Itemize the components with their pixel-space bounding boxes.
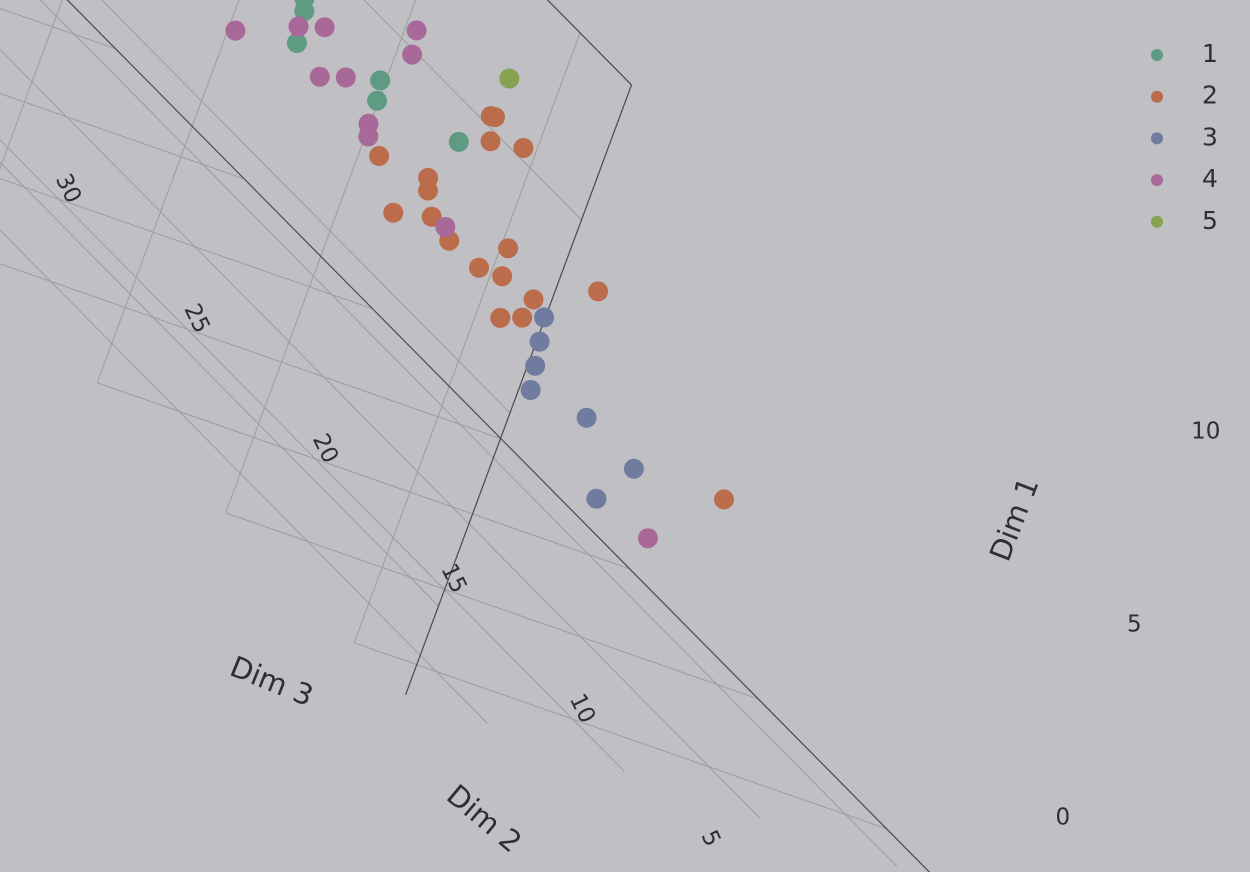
- data-point-series-4[interactable]: [335, 67, 356, 88]
- dim3-axis-title: Dim 3: [225, 649, 318, 713]
- data-point-series-3[interactable]: [623, 458, 644, 479]
- dim2-tick-label: 25: [178, 300, 214, 338]
- gridline-dim1: [101, 0, 511, 414]
- data-point-series-2[interactable]: [490, 307, 511, 328]
- dim1-tick-label: 10: [1191, 419, 1220, 445]
- legend-label: 3: [1202, 122, 1218, 151]
- legend-label: 4: [1202, 164, 1218, 193]
- data-point-series-2[interactable]: [523, 289, 544, 310]
- gridline-dim2: [0, 0, 63, 170]
- dim2-tick-label: 15: [435, 560, 471, 598]
- data-point-series-1[interactable]: [448, 131, 469, 152]
- legend-item-2[interactable]: 2: [1151, 81, 1218, 110]
- box-edge: [405, 84, 633, 696]
- data-point-series-3[interactable]: [586, 488, 607, 509]
- data-point-series-1[interactable]: [294, 0, 315, 9]
- gridline-dim2: [0, 92, 245, 180]
- data-point-series-1[interactable]: [367, 90, 388, 111]
- data-point-series-3[interactable]: [534, 307, 555, 328]
- gridline-dim3: [39, 0, 898, 867]
- data-point-series-2[interactable]: [418, 167, 439, 188]
- gridline-dim2: [0, 7, 116, 50]
- data-point-series-1[interactable]: [370, 70, 391, 91]
- data-point-series-2[interactable]: [513, 138, 534, 158]
- data-point-series-2[interactable]: [485, 107, 505, 128]
- data-point-series-2[interactable]: [469, 257, 489, 278]
- tick-labels: 051015202530351050−50510: [50, 170, 1220, 851]
- data-points[interactable]: [0, 0, 734, 549]
- data-point-series-4[interactable]: [358, 126, 379, 147]
- legend-label: 2: [1202, 81, 1218, 110]
- data-point-series-4[interactable]: [309, 66, 330, 87]
- data-point-series-4[interactable]: [637, 528, 658, 549]
- axes: [66, 0, 931, 872]
- data-point-series-4[interactable]: [402, 44, 423, 65]
- gridline-dim2: [225, 0, 417, 513]
- legend-marker: [1151, 215, 1163, 228]
- legend-marker: [1151, 90, 1163, 103]
- gridline-dim2: [354, 642, 887, 830]
- dim1-axis-title: Dim 1: [983, 473, 1046, 566]
- gridline-dim2: [0, 263, 502, 440]
- dim1-tick-label: 0: [1055, 805, 1070, 831]
- gridline-dim3: [0, 48, 761, 820]
- data-point-series-4[interactable]: [288, 16, 309, 37]
- data-point-series-2[interactable]: [369, 146, 390, 166]
- legend-item-3[interactable]: 3: [1151, 122, 1218, 151]
- legend-marker: [1151, 132, 1163, 145]
- data-point-series-2[interactable]: [421, 206, 442, 227]
- data-point-series-4[interactable]: [406, 20, 427, 41]
- dim2-axis-title: Dim 2: [440, 778, 528, 860]
- legend-item-5[interactable]: 5: [1151, 206, 1218, 235]
- gridline-dim3: [0, 139, 625, 772]
- data-point-series-4[interactable]: [314, 17, 335, 38]
- legend-label: 1: [1202, 39, 1218, 68]
- data-point-series-3[interactable]: [576, 407, 597, 428]
- data-point-series-2[interactable]: [714, 489, 734, 510]
- grid: [0, 0, 898, 867]
- legend-item-4[interactable]: 4: [1151, 164, 1218, 193]
- dim2-tick-label: 5: [696, 826, 726, 851]
- dim2-tick-label: 20: [307, 430, 343, 468]
- data-point-series-2[interactable]: [588, 281, 609, 302]
- dim2-tick-label: 10: [564, 690, 600, 728]
- dim2-tick-label: 30: [50, 170, 86, 208]
- data-point-series-2[interactable]: [512, 307, 533, 328]
- axis-titles: Dim 2 Dim 3 Dim 1: [225, 473, 1045, 859]
- data-point-series-5[interactable]: [499, 68, 520, 89]
- gridline-dim3: [0, 229, 488, 724]
- legend-label: 5: [1202, 206, 1218, 235]
- data-point-series-2[interactable]: [498, 238, 519, 259]
- data-point-series-4[interactable]: [435, 217, 456, 237]
- legend-marker: [1151, 49, 1163, 61]
- legend-marker: [1151, 174, 1163, 187]
- gridline-dim2: [0, 0, 66, 123]
- gridline-dim2: [0, 178, 373, 310]
- data-point-series-3[interactable]: [520, 380, 541, 400]
- data-point-series-1[interactable]: [286, 33, 307, 53]
- data-point-series-3[interactable]: [529, 331, 550, 352]
- data-point-series-4[interactable]: [225, 20, 246, 41]
- data-point-series-2[interactable]: [383, 202, 404, 223]
- legend[interactable]: 1 2 3 4 5: [1151, 39, 1218, 235]
- data-point-series-2[interactable]: [480, 131, 501, 152]
- gridline-dim2: [97, 382, 630, 570]
- gridline-dim2: [96, 0, 240, 383]
- gridline-dim2: [353, 32, 581, 643]
- dim2-axis-line: [66, 0, 931, 872]
- gridline-dim1: [0, 161, 439, 607]
- dim1-tick-label: 5: [1127, 612, 1142, 638]
- data-point-series-3[interactable]: [525, 355, 546, 376]
- gridline-dim2: [225, 512, 759, 700]
- legend-item-1[interactable]: 1: [1151, 39, 1218, 68]
- data-point-series-2[interactable]: [492, 266, 513, 287]
